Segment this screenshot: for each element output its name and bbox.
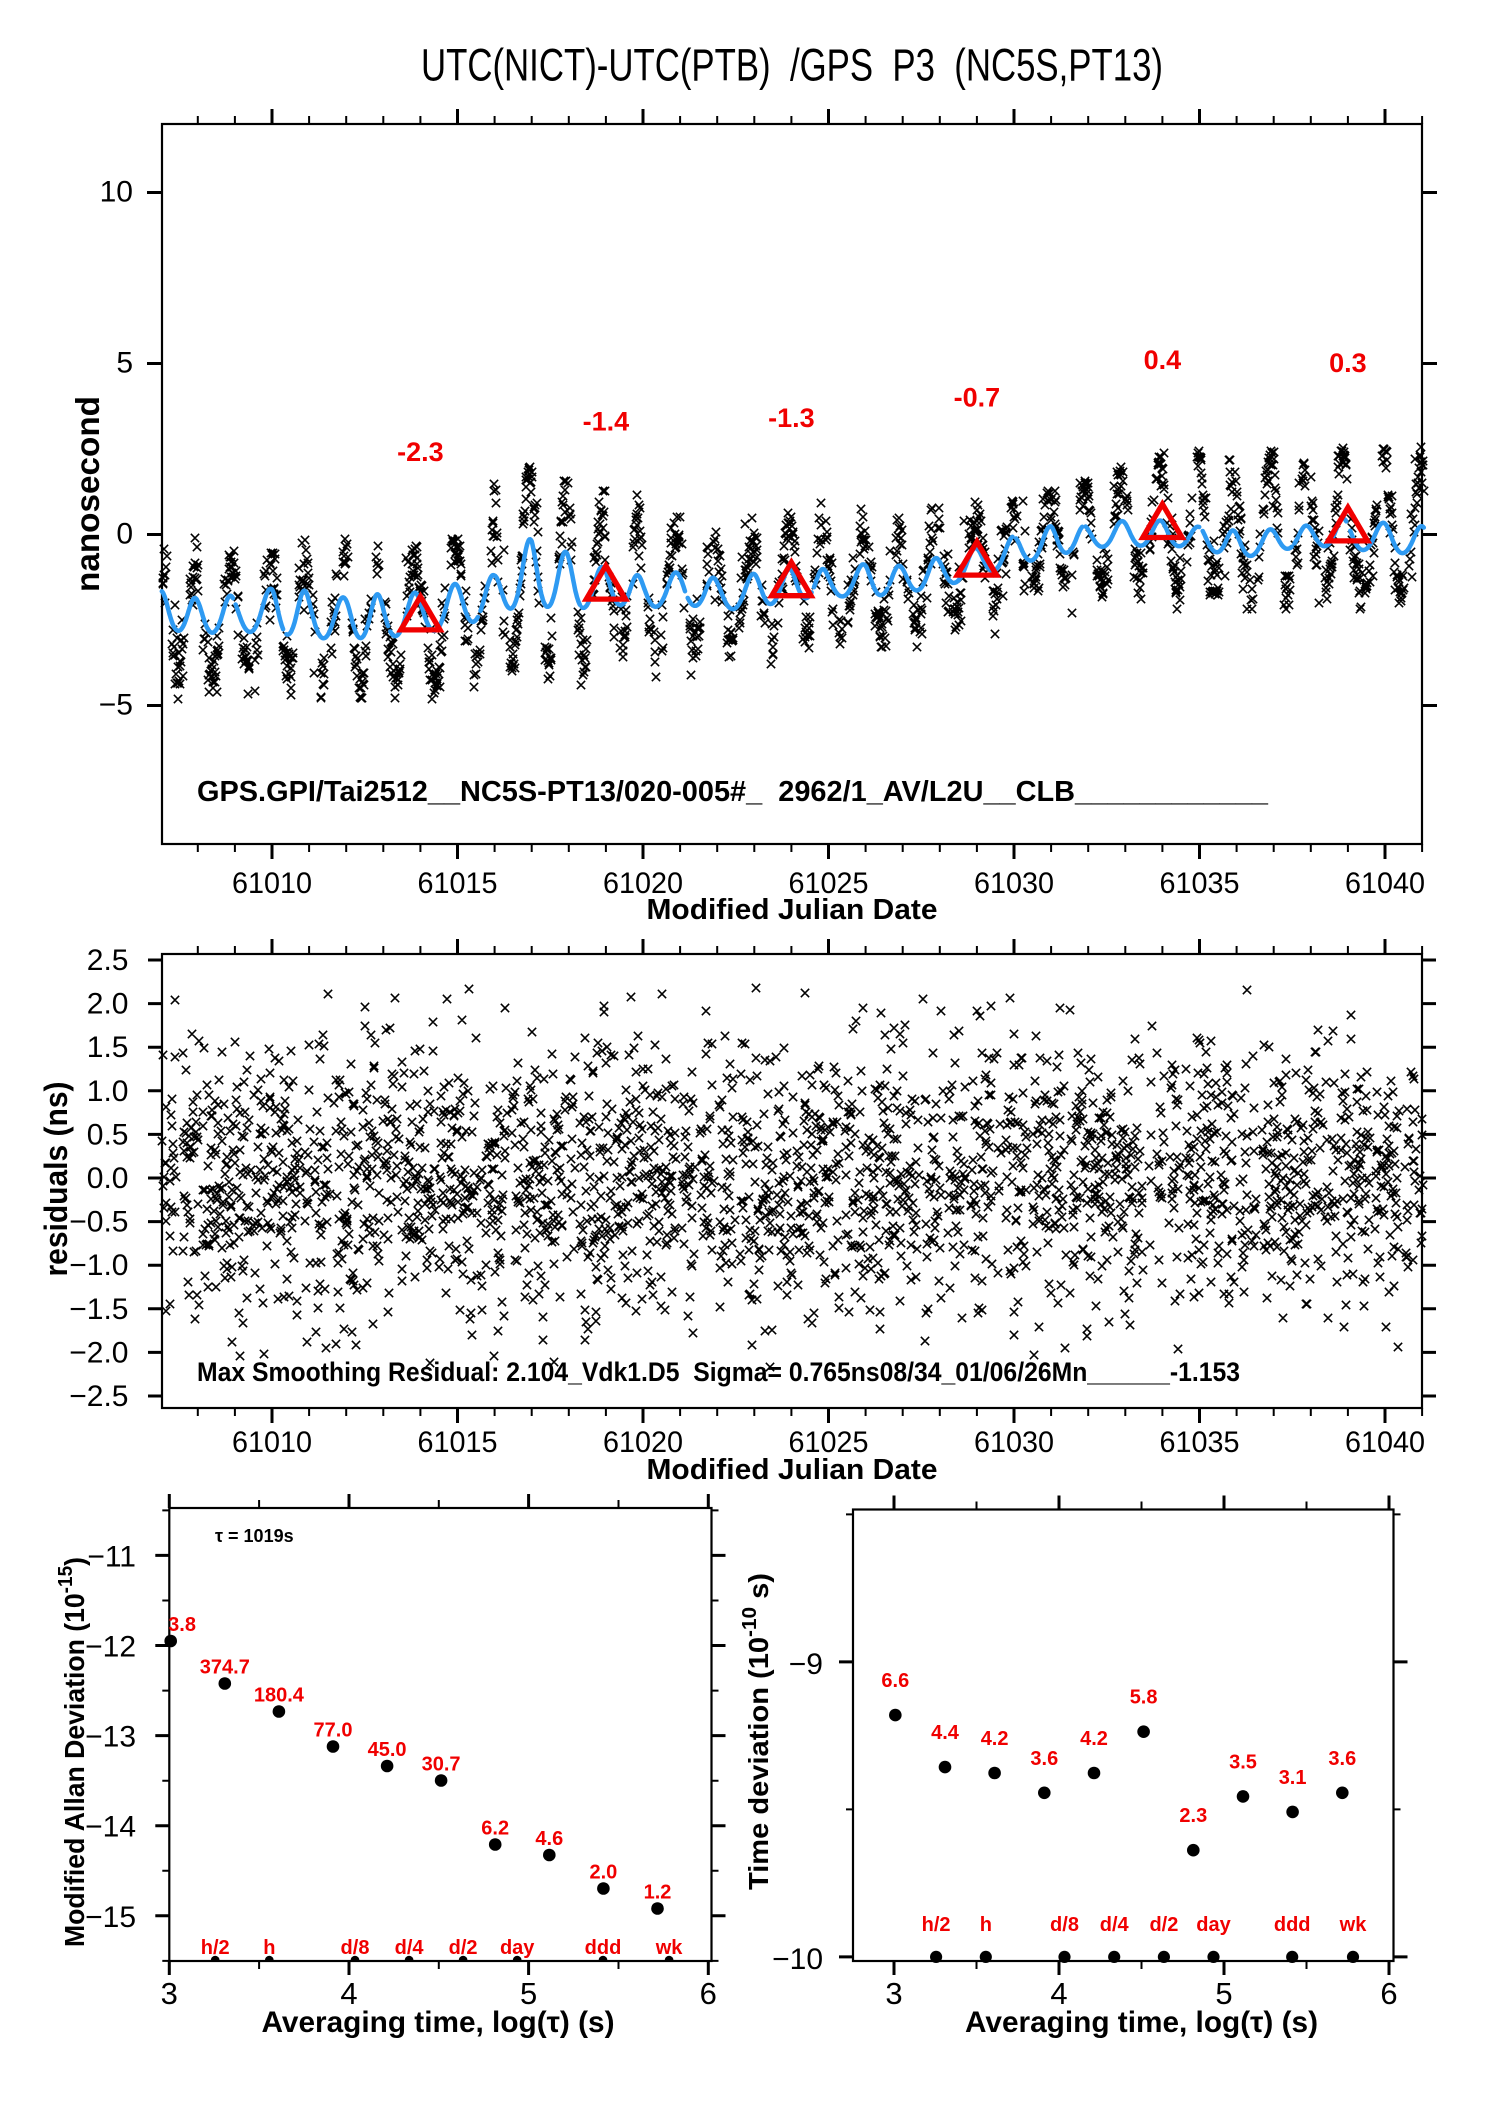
svg-text:residuals (ns): residuals (ns) [38, 1082, 74, 1277]
svg-text:4.2: 4.2 [981, 1728, 1009, 1750]
svg-text:3: 3 [161, 1976, 178, 2011]
svg-text:61020: 61020 [603, 1426, 683, 1459]
svg-text:−2.5: −2.5 [69, 1380, 128, 1413]
svg-text:-1.4: -1.4 [583, 406, 630, 436]
svg-text:180.4: 180.4 [254, 1685, 305, 1707]
svg-text:374.7: 374.7 [200, 1657, 250, 1679]
svg-text:5.8: 5.8 [1130, 1687, 1158, 1709]
svg-text:−11: −11 [87, 1540, 136, 1573]
svg-text:h: h [980, 1914, 992, 1936]
svg-text:1.0: 1.0 [87, 1075, 129, 1108]
svg-text:day: day [1196, 1914, 1231, 1936]
svg-text:0.0: 0.0 [87, 1162, 129, 1195]
svg-text:77.0: 77.0 [314, 1720, 353, 1742]
svg-text:Max Smoothing Residual: 2.104_: Max Smoothing Residual: 2.104_Vdk1.D5 Si… [197, 1357, 1240, 1387]
svg-text:−14: −14 [85, 1811, 136, 1844]
svg-text:2.3: 2.3 [1179, 1805, 1207, 1827]
svg-text:4.2: 4.2 [1080, 1728, 1108, 1750]
svg-text:3: 3 [885, 1976, 902, 2011]
svg-text:61025: 61025 [789, 1426, 869, 1459]
svg-text:0: 0 [116, 518, 133, 551]
svg-text:−1.0: −1.0 [69, 1249, 128, 1282]
svg-text:−15: −15 [85, 1901, 136, 1934]
svg-text:61010: 61010 [232, 867, 312, 900]
svg-text:5: 5 [520, 1976, 537, 2011]
svg-text:h/2: h/2 [201, 1937, 230, 1959]
svg-text:d/4: d/4 [1100, 1914, 1130, 1936]
svg-text:61015: 61015 [418, 1426, 498, 1459]
svg-text:Modified Julian Date: Modified Julian Date [647, 894, 938, 926]
svg-text:4.6: 4.6 [535, 1828, 563, 1850]
svg-text:-2.3: -2.3 [397, 437, 444, 467]
svg-text:ddd: ddd [1274, 1914, 1311, 1936]
svg-text:6: 6 [700, 1976, 717, 2011]
svg-text:61015: 61015 [418, 867, 498, 900]
svg-text:6.6: 6.6 [881, 1670, 909, 1692]
svg-text:61025: 61025 [789, 867, 869, 900]
svg-text:Modified Allan Deviation (10-1: Modified Allan Deviation (10-15) [55, 1557, 90, 1947]
svg-text:d/8: d/8 [1050, 1914, 1079, 1936]
svg-text:nanosecond: nanosecond [69, 396, 106, 592]
svg-text:3.1: 3.1 [1279, 1767, 1307, 1789]
svg-text:61030: 61030 [974, 867, 1054, 900]
svg-text:61035: 61035 [1160, 867, 1240, 900]
svg-text:−5: −5 [99, 689, 133, 722]
svg-text:5: 5 [1215, 1976, 1232, 2011]
svg-text:-0.7: -0.7 [954, 382, 1001, 412]
svg-text:1.5: 1.5 [87, 1031, 129, 1064]
svg-text:2.0: 2.0 [87, 988, 129, 1021]
svg-text:−1.5: −1.5 [69, 1293, 128, 1326]
svg-text:d/4: d/4 [395, 1937, 425, 1959]
svg-text:61020: 61020 [603, 867, 683, 900]
svg-text:0.4: 0.4 [1144, 345, 1182, 375]
svg-text:30.7: 30.7 [422, 1754, 461, 1776]
svg-text:ddd: ddd [585, 1937, 622, 1959]
svg-text:−2.0: −2.0 [69, 1336, 128, 1369]
svg-text:61040: 61040 [1345, 867, 1425, 900]
svg-text:6.2: 6.2 [481, 1818, 509, 1840]
svg-text:−12: −12 [85, 1631, 136, 1664]
svg-text:h: h [263, 1937, 275, 1959]
svg-text:GPS.GPI/Tai2512__NC5S-PT13/020: GPS.GPI/Tai2512__NC5S-PT13/020-005#_ 296… [197, 776, 1269, 808]
svg-text:day: day [500, 1937, 535, 1959]
svg-text:1.2: 1.2 [644, 1882, 672, 1904]
svg-text:UTC(NICT)-UTC(PTB) /GPS P3: UTC(NICT)-UTC(PTB) /GPS P3 (NC5S,PT13) [421, 40, 1163, 91]
svg-text:−9: −9 [789, 1648, 823, 1681]
svg-text:45.0: 45.0 [368, 1739, 407, 1761]
svg-text:Averaging time, log(τ) (s): Averaging time, log(τ) (s) [965, 2006, 1318, 2039]
svg-text:−13: −13 [85, 1721, 136, 1754]
svg-text:61010: 61010 [232, 1426, 312, 1459]
svg-text:−10: −10 [772, 1943, 823, 1976]
svg-text:5: 5 [116, 347, 133, 380]
svg-text:0.3: 0.3 [1329, 348, 1367, 378]
svg-text:61030: 61030 [974, 1426, 1054, 1459]
svg-text:4: 4 [1050, 1976, 1067, 2011]
svg-text:d/2: d/2 [449, 1937, 478, 1959]
svg-text:d/8: d/8 [341, 1937, 370, 1959]
svg-text:10: 10 [100, 176, 133, 209]
svg-text:Modified Julian Date: Modified Julian Date [647, 1454, 938, 1486]
svg-text:2.5: 2.5 [87, 944, 129, 977]
svg-text:23.8: 23.8 [157, 1614, 196, 1636]
svg-text:Averaging time, log(τ) (s): Averaging time, log(τ) (s) [262, 2006, 615, 2039]
svg-text:τ = 1019s: τ = 1019s [215, 1526, 294, 1546]
svg-text:d/2: d/2 [1149, 1914, 1178, 1936]
svg-text:0.5: 0.5 [87, 1118, 129, 1151]
svg-text:3.6: 3.6 [1328, 1748, 1356, 1770]
svg-text:4.4: 4.4 [931, 1722, 960, 1744]
svg-text:−0.5: −0.5 [69, 1206, 128, 1239]
svg-text:wk: wk [1339, 1914, 1368, 1936]
svg-text:3.6: 3.6 [1030, 1748, 1058, 1770]
svg-text:h/2: h/2 [922, 1914, 951, 1936]
svg-text:2.0: 2.0 [589, 1862, 617, 1884]
svg-text:wk: wk [655, 1937, 684, 1959]
svg-text:4: 4 [340, 1976, 357, 2011]
svg-text:-1.3: -1.3 [768, 403, 815, 433]
svg-text:3.5: 3.5 [1229, 1751, 1257, 1773]
svg-text:61040: 61040 [1345, 1426, 1425, 1459]
svg-text:6: 6 [1380, 1976, 1397, 2011]
svg-text:61035: 61035 [1160, 1426, 1240, 1459]
